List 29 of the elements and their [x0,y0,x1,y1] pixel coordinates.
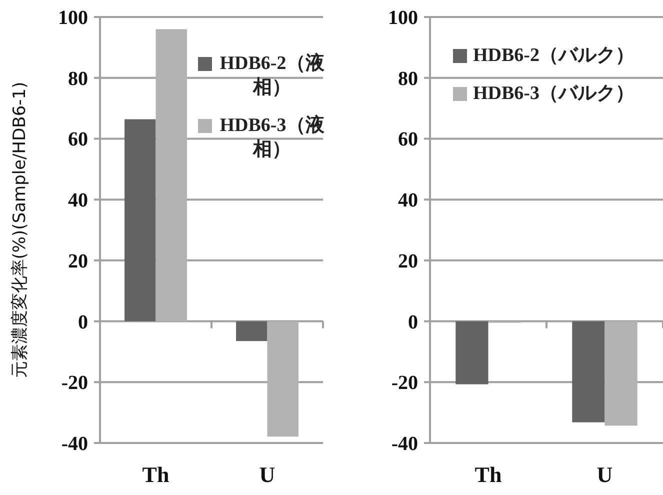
y-tick-label: 20 [398,250,418,272]
legend-label: HDB6-2（液相） [220,53,324,98]
x-tick-label: U [596,462,613,487]
y-tick-label: 80 [398,68,418,90]
y-tick-label: 40 [398,190,418,212]
bar [267,321,298,437]
legend-label: HDB6-2（バルク） [473,45,634,66]
bar [124,119,156,322]
x-tick-label: Th [474,462,502,487]
y-axis-title: 元素濃度変化率(%)(Sample/HDB6-1) [10,82,30,378]
x-tick-label: Th [142,462,170,487]
y-tick-label: 20 [68,250,88,272]
y-tick-label: 80 [68,68,88,90]
y-tick-label: 0 [78,311,88,334]
y-tick-label: 40 [68,190,88,212]
bar [236,321,268,342]
x-tick-label: U [259,462,276,487]
y-tick-label: -40 [61,433,88,455]
legend-label: HDB6-3（バルク） [473,83,634,104]
bar [156,29,187,322]
y-tick-label: -20 [61,372,88,394]
y-tick-label: 100 [388,7,418,29]
y-tick-label: 0 [408,311,418,334]
y-tick-label: 60 [398,128,418,151]
legend-label: HDB6-3（液相） [220,115,324,160]
y-tick-label: 100 [58,7,88,29]
y-tick-label: -40 [391,433,418,455]
y-tick-label: -20 [391,372,418,394]
y-tick-label: 60 [68,128,88,151]
